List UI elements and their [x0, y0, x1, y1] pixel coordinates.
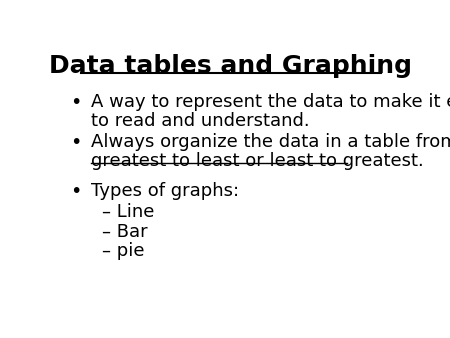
Text: •: •: [70, 133, 81, 152]
Text: Types of graphs:: Types of graphs:: [91, 183, 239, 200]
Text: – pie: – pie: [102, 242, 144, 260]
Text: greatest to least or least to greatest.: greatest to least or least to greatest.: [91, 152, 424, 170]
Text: – Bar: – Bar: [102, 223, 147, 241]
Text: Always organize the data in a table from: Always organize the data in a table from: [91, 133, 450, 151]
Text: A way to represent the data to make it easier: A way to represent the data to make it e…: [91, 93, 450, 111]
Text: – Line: – Line: [102, 203, 154, 221]
Text: •: •: [70, 183, 81, 201]
Text: to read and understand.: to read and understand.: [91, 112, 310, 130]
Text: Data tables and Graphing: Data tables and Graphing: [49, 54, 412, 78]
Text: •: •: [70, 93, 81, 112]
